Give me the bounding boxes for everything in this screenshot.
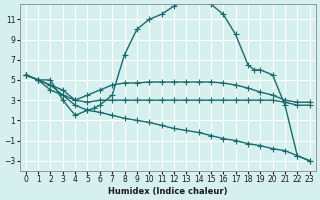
X-axis label: Humidex (Indice chaleur): Humidex (Indice chaleur) bbox=[108, 187, 228, 196]
